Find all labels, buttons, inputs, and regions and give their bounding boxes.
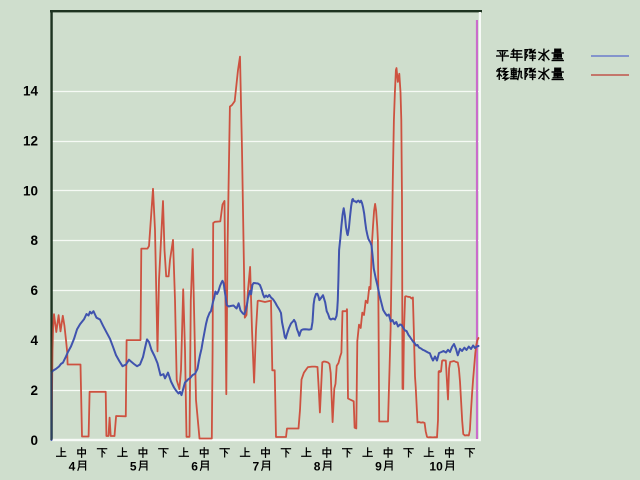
svg-text:6: 6 xyxy=(30,283,38,298)
svg-text:10: 10 xyxy=(23,183,38,198)
svg-text:4: 4 xyxy=(69,460,76,474)
svg-text:12: 12 xyxy=(23,133,38,148)
svg-text:8: 8 xyxy=(30,233,38,248)
svg-text:4: 4 xyxy=(30,333,38,348)
svg-text:9: 9 xyxy=(375,460,382,474)
svg-text:0: 0 xyxy=(30,433,38,448)
svg-text:2: 2 xyxy=(30,383,38,398)
svg-text:10: 10 xyxy=(429,460,443,474)
svg-text:8: 8 xyxy=(314,460,321,474)
svg-text:14: 14 xyxy=(23,83,39,98)
svg-text:5: 5 xyxy=(130,460,137,474)
svg-text:6: 6 xyxy=(191,460,198,474)
svg-text:7: 7 xyxy=(253,460,260,474)
